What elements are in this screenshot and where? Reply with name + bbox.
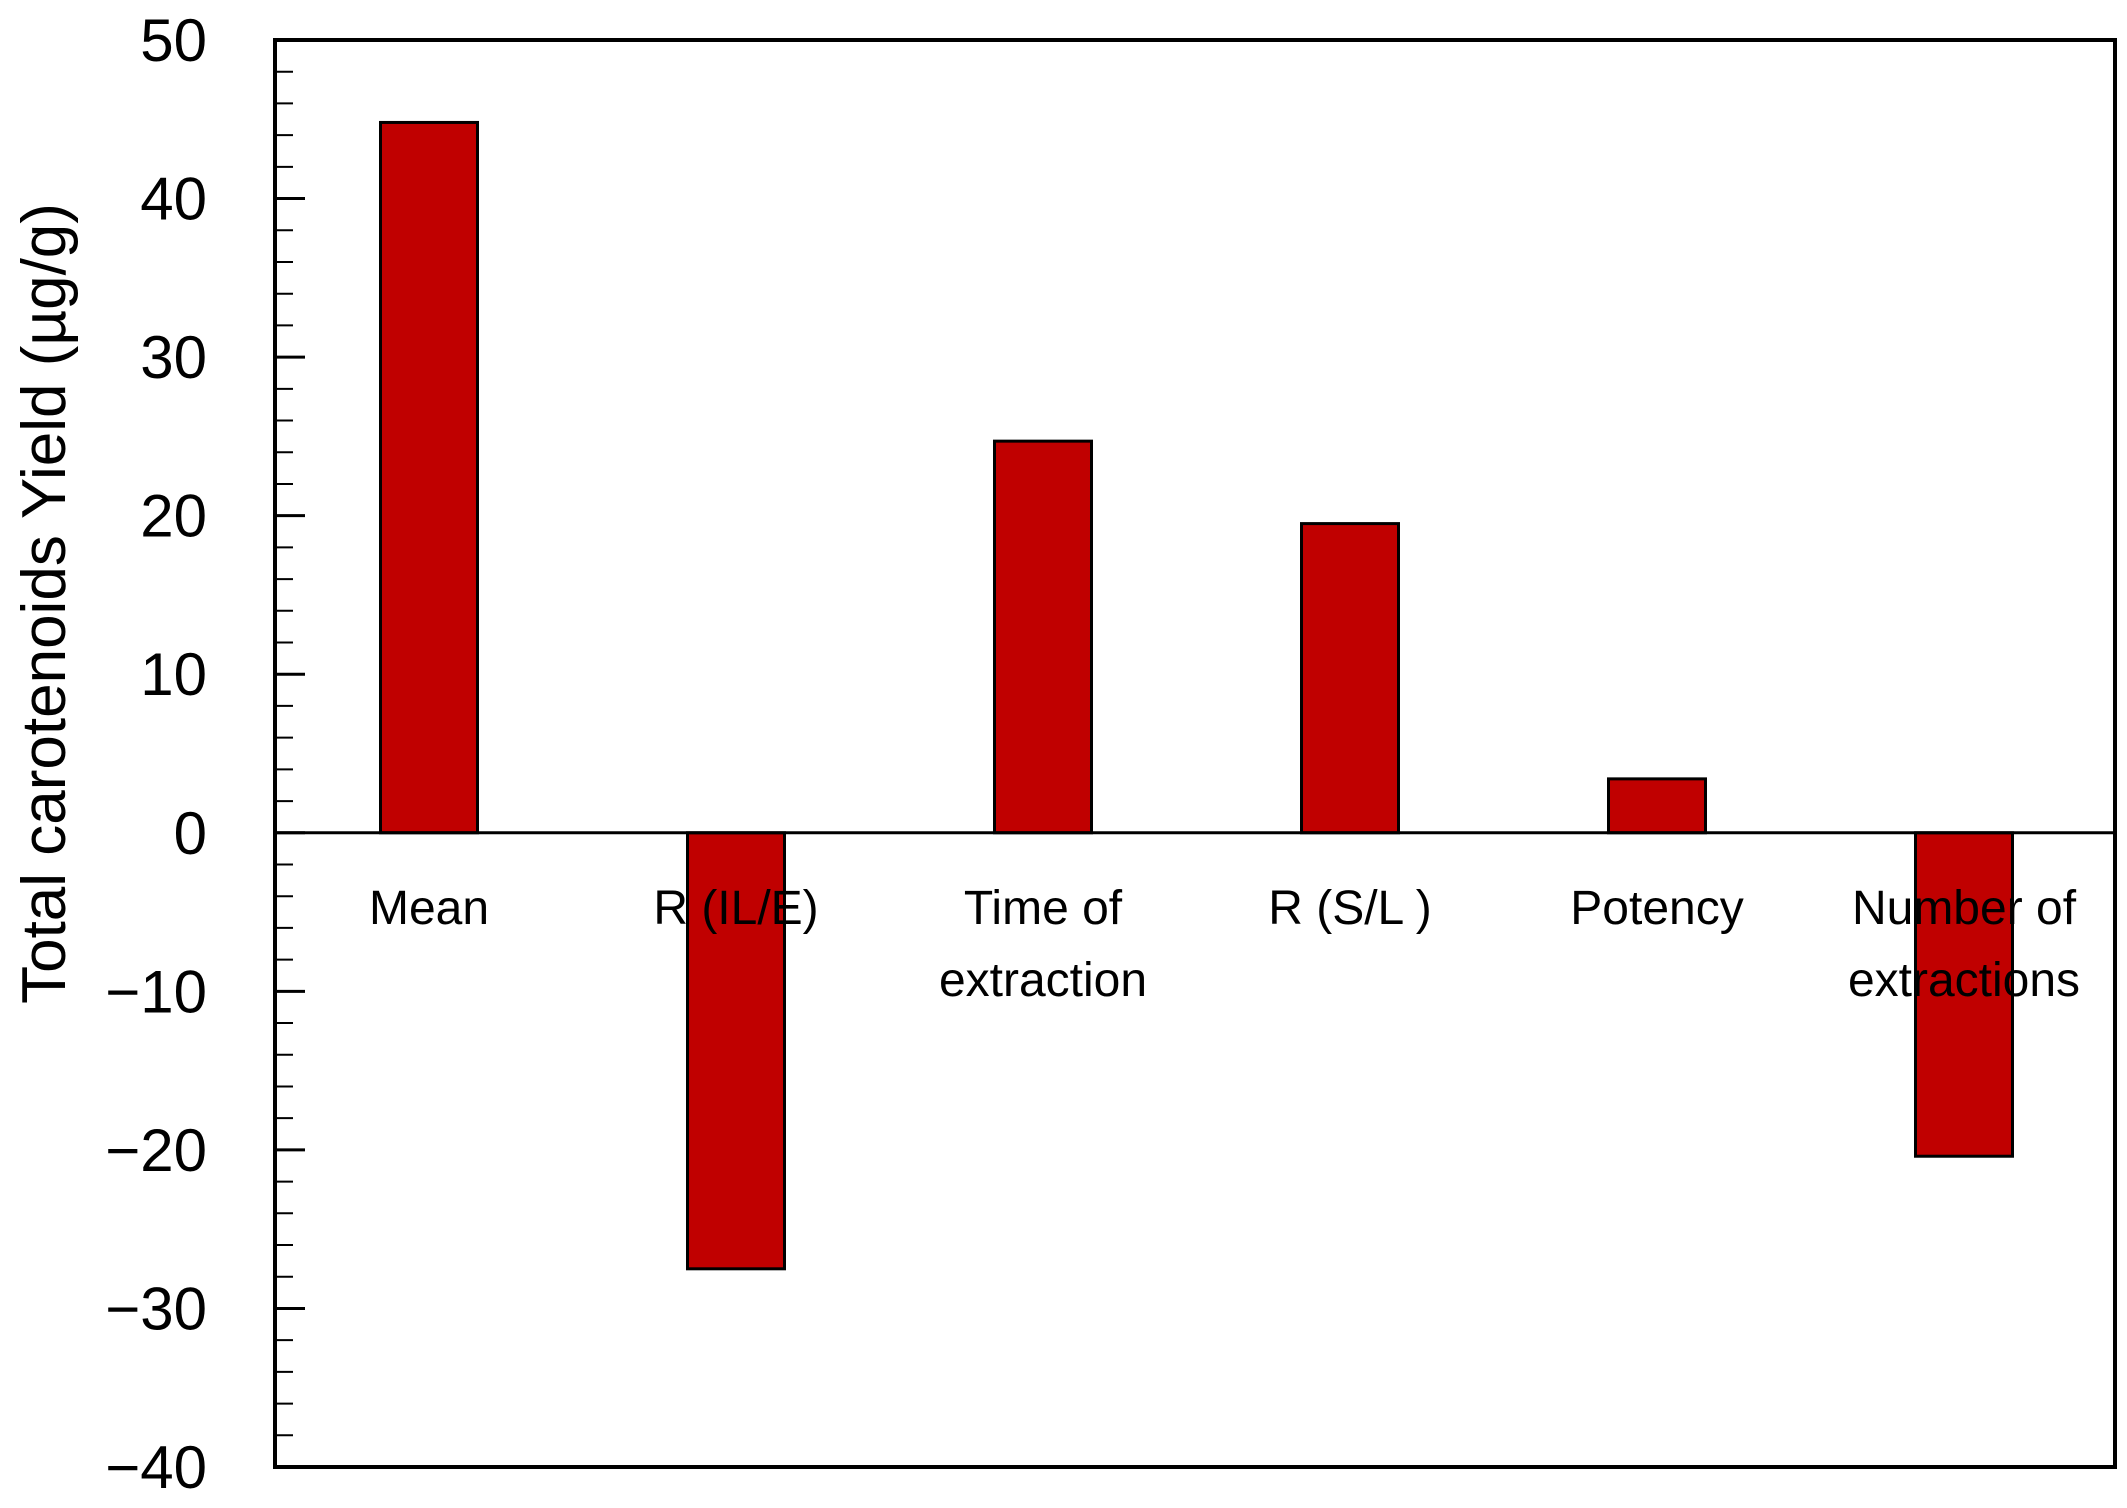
category-label: extractions — [1848, 954, 2080, 1007]
category-label: R (IL/E) — [653, 882, 818, 935]
category-label: Number of — [1852, 882, 2077, 935]
category-label: R (S/L ) — [1268, 882, 1432, 935]
y-tick-label: 0 — [174, 800, 207, 867]
category-label: Potency — [1570, 882, 1743, 935]
y-tick-label: 40 — [140, 166, 207, 233]
bar — [686, 831, 786, 1271]
bar — [1300, 522, 1400, 835]
bar — [1914, 831, 2014, 1158]
bar — [993, 439, 1093, 835]
category-label: Mean — [369, 882, 489, 935]
y-tick-label: 10 — [140, 641, 207, 708]
y-major-ticks — [275, 38, 305, 1469]
y-axis-title: Total carotenoids Yield (µg/g) — [10, 203, 79, 1004]
y-tick-label: −20 — [105, 1117, 207, 1184]
bars — [379, 120, 2014, 1271]
bar — [379, 120, 479, 835]
y-tick-label: −40 — [105, 1434, 207, 1501]
y-tick-label: 50 — [140, 7, 207, 74]
y-tick-label: 30 — [140, 324, 207, 391]
category-label: Time of — [964, 882, 1123, 935]
y-tick-label: −10 — [105, 958, 207, 1025]
y-minor-ticks — [275, 70, 293, 1437]
y-tick-labels: 50 40 30 20 10 0 −10 −20 −30 −40 — [105, 7, 207, 1501]
category-label: extraction — [939, 954, 1147, 1007]
y-tick-label: 20 — [140, 483, 207, 550]
plot-frame — [273, 38, 2117, 1469]
y-tick-label: −30 — [105, 1275, 207, 1342]
bar — [1607, 777, 1707, 835]
category-labels: Mean R (IL/E) Time of extraction R (S/L ) Pot… — [369, 882, 2080, 1007]
